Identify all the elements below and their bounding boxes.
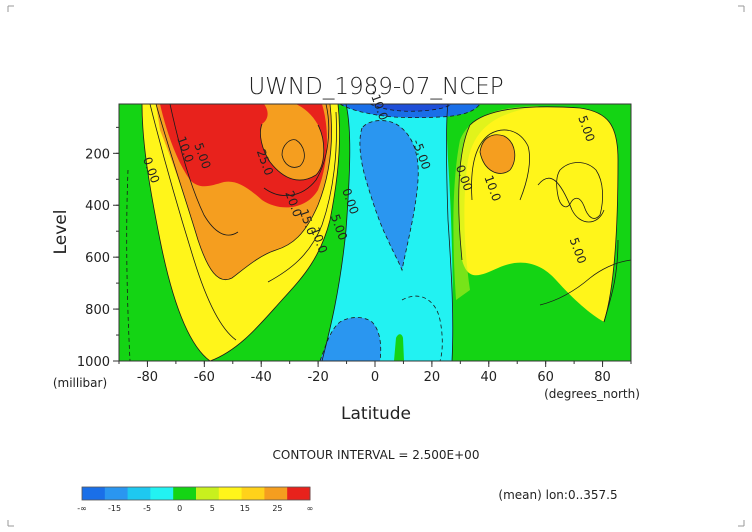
colorbar-swatch bbox=[241, 487, 265, 500]
x-tick-label: 60 bbox=[537, 370, 554, 385]
y-tick-label: 800 bbox=[85, 303, 110, 318]
colorbar-label: -5 bbox=[143, 504, 151, 513]
colorbar-label: 0 bbox=[177, 504, 182, 513]
colorbar-label: -15 bbox=[108, 504, 121, 513]
x-tick-label: -60 bbox=[194, 370, 215, 385]
y-axis-label: Level bbox=[51, 210, 71, 255]
y-tick-label: 600 bbox=[85, 251, 110, 266]
x-tick-label: 0 bbox=[371, 370, 379, 385]
colorbar-swatch bbox=[173, 487, 197, 500]
colorbar-swatch bbox=[287, 487, 311, 500]
colorbar-label: 5 bbox=[210, 504, 215, 513]
x-tick-label: 40 bbox=[481, 370, 498, 385]
contour-interval-text: CONTOUR INTERVAL = 2.500E+00 bbox=[273, 448, 480, 462]
x-axis-label: Latitude bbox=[341, 404, 411, 424]
colorbar-swatch bbox=[150, 487, 174, 500]
x-tick-label: -20 bbox=[307, 370, 328, 385]
y-tick-label: 400 bbox=[85, 199, 110, 214]
y-axis: 200 400 600 800 1000 bbox=[77, 126, 119, 370]
colorbar: -∞ -15 -5 0 5 15 25 ∞ bbox=[77, 486, 314, 513]
y-unit-label: (millibar) bbox=[53, 376, 107, 390]
colorbar-swatch bbox=[218, 487, 243, 500]
x-tick-label: 80 bbox=[594, 370, 611, 385]
negative-contour-lines bbox=[126, 104, 481, 361]
colorbar-swatch bbox=[104, 487, 129, 500]
colorbar-label: 15 bbox=[240, 504, 250, 513]
footer-note: (mean) lon:0..357.5 bbox=[498, 488, 617, 502]
field-blue-tropic bbox=[359, 120, 419, 270]
y-tick-label: 1000 bbox=[77, 355, 110, 370]
colorbar-label: -∞ bbox=[77, 504, 87, 513]
field-orange-nh bbox=[480, 134, 515, 174]
chart-title: UWND_1989-07_NCEP bbox=[248, 74, 503, 100]
x-axis: -80 -60 -40 -20 0 20 40 60 80 bbox=[118, 361, 632, 385]
colorbar-frame bbox=[81, 486, 311, 501]
field-blue-low bbox=[320, 317, 381, 361]
x-unit-label: (degrees_north) bbox=[544, 387, 640, 401]
colorbar-swatch bbox=[127, 487, 151, 500]
y-tick-label: 200 bbox=[85, 147, 110, 162]
x-tick-label: 20 bbox=[424, 370, 441, 385]
colorbar-label: ∞ bbox=[307, 504, 314, 513]
plot-area bbox=[119, 104, 631, 361]
field-green-spike bbox=[394, 334, 404, 361]
x-tick-label: -80 bbox=[137, 370, 158, 385]
corner-marks bbox=[7, 5, 745, 527]
colorbar-label: 25 bbox=[272, 504, 282, 513]
field-red-sh bbox=[160, 104, 327, 208]
colorbar-swatch bbox=[82, 487, 106, 500]
x-tick-label: -40 bbox=[251, 370, 272, 385]
colorbar-swatch bbox=[264, 487, 288, 500]
contour-lines bbox=[141, 104, 631, 361]
field-lemon-nh bbox=[453, 106, 540, 300]
colorbar-swatch bbox=[196, 487, 220, 500]
